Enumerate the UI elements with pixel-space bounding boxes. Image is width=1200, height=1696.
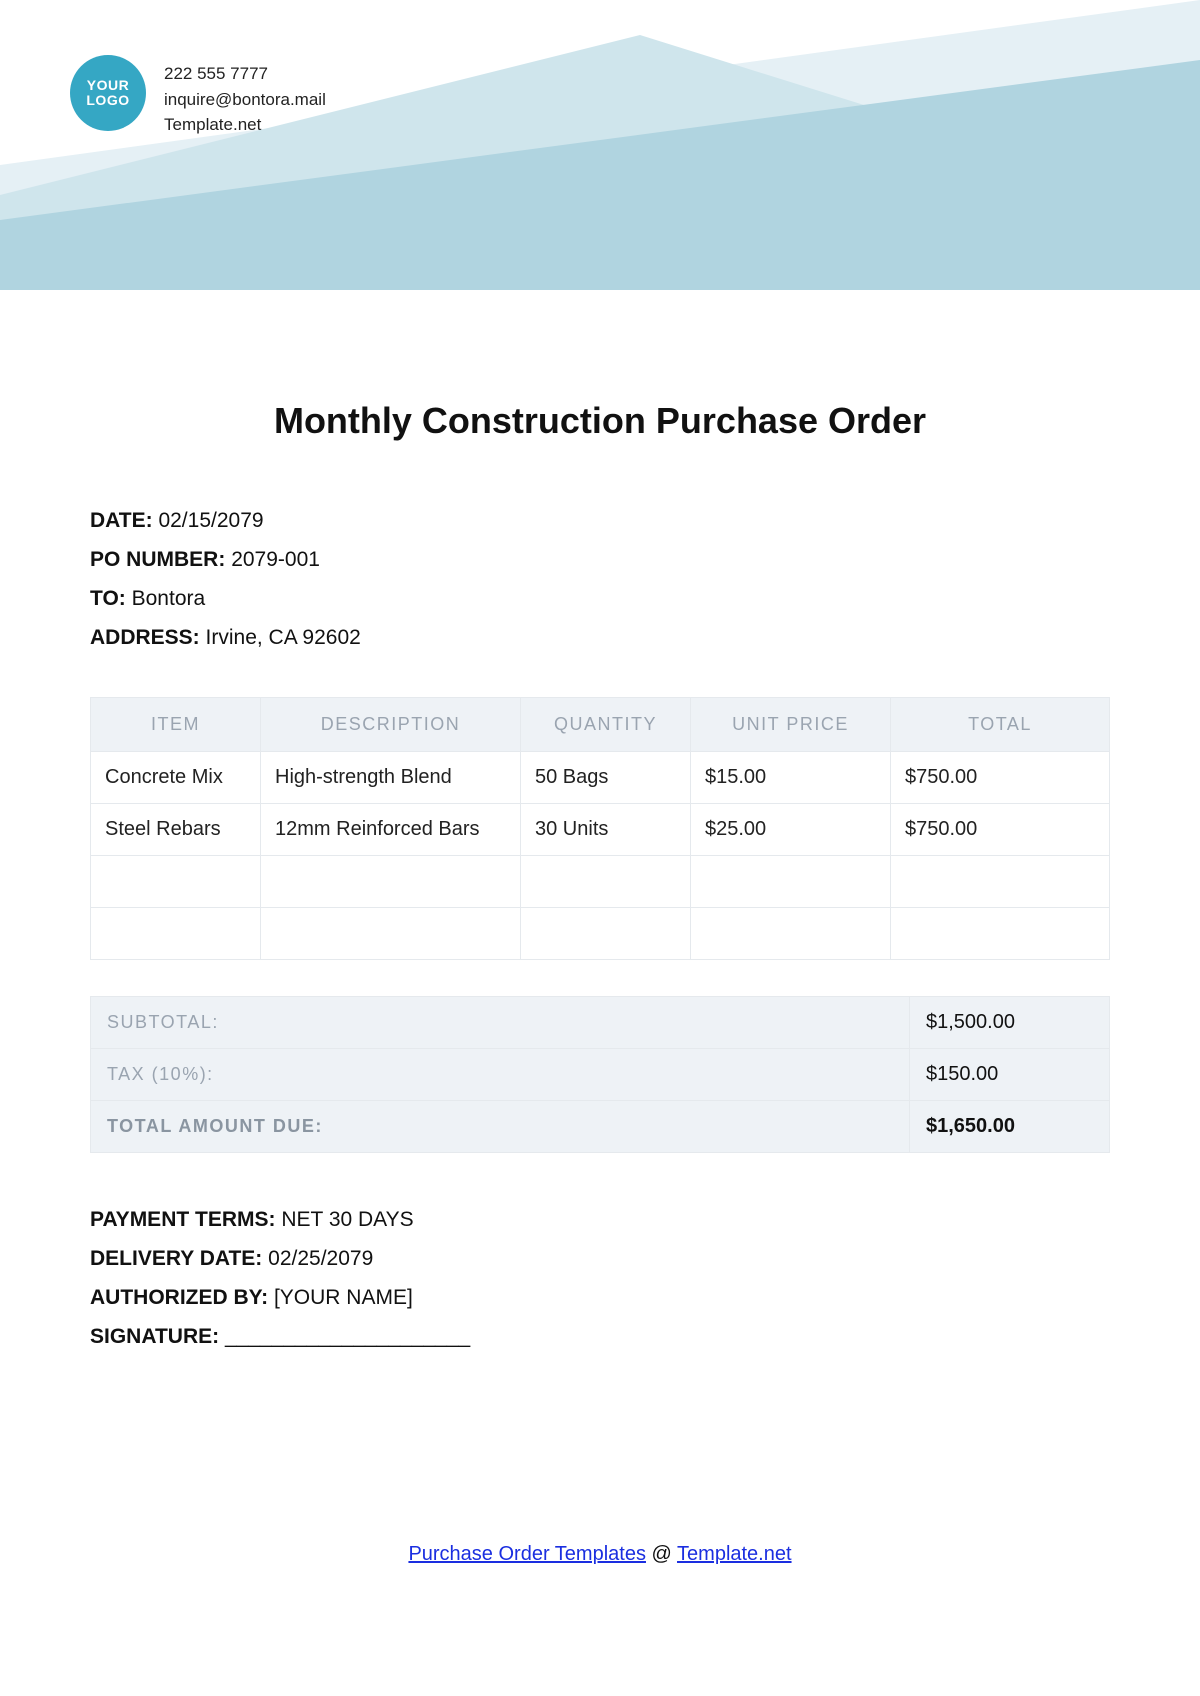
logo-text-2: LOGO [86,93,129,108]
table-row: Concrete MixHigh-strength Blend50 Bags$1… [91,752,1110,804]
footer: Purchase Order Templates @ Template.net [0,1543,1200,1566]
table-cell [521,908,691,960]
totals-row: TOTAL AMOUNT DUE:$1,650.00 [91,1101,1110,1153]
table-cell: 12mm Reinforced Bars [261,804,521,856]
totals-row: SUBTOTAL:$1,500.00 [91,997,1110,1049]
totals-label: SUBTOTAL: [91,997,910,1049]
payment-value: NET 30 DAYS [281,1208,413,1231]
table-cell: 30 Units [521,804,691,856]
footer-sep: @ [646,1543,677,1565]
table-cell [91,856,261,908]
table-cell [521,856,691,908]
po-value: 2079-001 [231,548,320,571]
totals-value: $1,650.00 [910,1101,1110,1153]
delivery-label: DELIVERY DATE: [90,1247,262,1270]
table-cell: Concrete Mix [91,752,261,804]
table-row [91,856,1110,908]
table-cell: $750.00 [891,804,1110,856]
auth-value: [YOUR NAME] [274,1286,413,1309]
to-value: Bontora [132,587,206,610]
items-table: ITEMDESCRIPTIONQUANTITYUNIT PRICETOTAL C… [90,697,1110,960]
footer-link[interactable]: Purchase Order Templates [408,1543,646,1565]
table-row: Steel Rebars12mm Reinforced Bars30 Units… [91,804,1110,856]
po-label: PO NUMBER: [90,548,225,571]
table-cell: $25.00 [691,804,891,856]
logo-text-1: YOUR [87,78,129,93]
date-value: 02/15/2079 [158,509,263,532]
totals-label: TOTAL AMOUNT DUE: [91,1101,910,1153]
table-cell: $15.00 [691,752,891,804]
date-label: DATE: [90,509,153,532]
table-cell: $750.00 [891,752,1110,804]
sig-label: SIGNATURE: [90,1325,219,1348]
table-cell: High-strength Blend [261,752,521,804]
totals-table: SUBTOTAL:$1,500.00TAX (10%):$150.00TOTAL… [90,996,1110,1153]
items-col-header: DESCRIPTION [261,698,521,752]
logo-circle: YOUR LOGO [70,55,146,131]
delivery-value: 02/25/2079 [268,1247,373,1270]
order-meta: DATE: 02/15/2079 PO NUMBER: 2079-001 TO:… [90,502,1110,657]
table-cell [261,856,521,908]
page-title: Monthly Construction Purchase Order [90,400,1110,442]
table-cell [261,908,521,960]
totals-label: TAX (10%): [91,1049,910,1101]
totals-row: TAX (10%):$150.00 [91,1049,1110,1101]
table-cell [891,856,1110,908]
address-value: Irvine, CA 92602 [206,626,361,649]
site: Template.net [164,112,326,138]
items-col-header: QUANTITY [521,698,691,752]
address-label: ADDRESS: [90,626,200,649]
contact-info: 222 555 7777 inquire@bontora.mail Templa… [164,55,326,138]
email: inquire@bontora.mail [164,87,326,113]
auth-label: AUTHORIZED BY: [90,1286,268,1309]
table-row [91,908,1110,960]
items-col-header: TOTAL [891,698,1110,752]
totals-value: $150.00 [910,1049,1110,1101]
to-label: TO: [90,587,126,610]
terms-block: PAYMENT TERMS: NET 30 DAYS DELIVERY DATE… [90,1201,1110,1356]
table-cell [691,856,891,908]
table-cell: 50 Bags [521,752,691,804]
header-banner [0,0,1200,320]
table-cell [691,908,891,960]
logo-block: YOUR LOGO 222 555 7777 inquire@bontora.m… [70,55,326,138]
items-col-header: UNIT PRICE [691,698,891,752]
table-cell [91,908,261,960]
document-content: Monthly Construction Purchase Order DATE… [90,400,1110,1357]
phone: 222 555 7777 [164,61,326,87]
table-cell: Steel Rebars [91,804,261,856]
sig-value: _____________________ [225,1325,470,1348]
items-col-header: ITEM [91,698,261,752]
payment-label: PAYMENT TERMS: [90,1208,276,1231]
totals-value: $1,500.00 [910,997,1110,1049]
footer-site-link[interactable]: Template.net [677,1543,792,1565]
table-cell [891,908,1110,960]
